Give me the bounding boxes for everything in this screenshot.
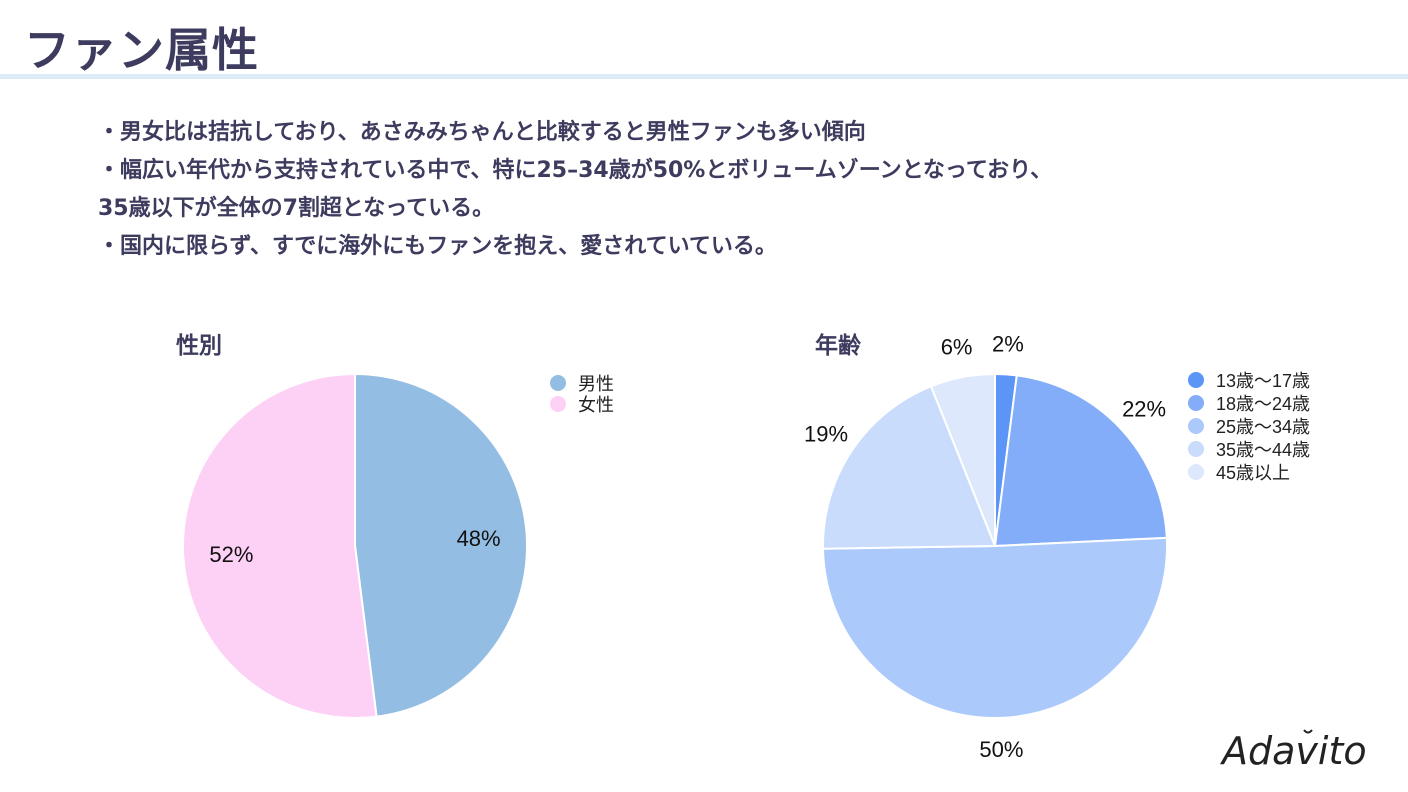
logo-wordmark: Adavito <box>1219 729 1367 773</box>
slice-label: 48% <box>457 526 501 551</box>
legend-swatch <box>1188 395 1204 411</box>
logo-smile-mark <box>1303 729 1313 734</box>
bullet-list: ・男女比は拮抗しており、あさみみちゃんと比較すると男性ファンも多い傾向 ・幅広い… <box>98 114 1338 266</box>
page-title: ファン属性 <box>24 23 259 77</box>
legend-swatch <box>1188 441 1204 457</box>
bullet-item: ・幅広い年代から支持されている中で、特に25–34歳が50%とボリュームゾーンと… <box>98 158 1053 183</box>
age-chart-title: 年齢 <box>815 333 861 359</box>
slice-label: 52% <box>209 542 253 567</box>
legend-label: 45歳以上 <box>1216 463 1290 483</box>
slice-label: 19% <box>804 422 848 447</box>
legend-swatch <box>550 396 566 412</box>
adavito-logo: Adavito <box>1219 729 1367 773</box>
pie-slice <box>182 372 378 719</box>
legend-swatch <box>1188 418 1204 434</box>
pie-slice <box>354 372 529 718</box>
slice-label: 2% <box>992 331 1024 356</box>
legend-label: 男性 <box>578 374 614 394</box>
legend-label: 女性 <box>578 395 614 415</box>
legend-swatch <box>550 375 566 391</box>
pie-slice <box>822 385 997 550</box>
pie-slice <box>993 374 1168 548</box>
slice-label: 50% <box>979 737 1023 762</box>
legend-label: 18歳〜24歳 <box>1216 394 1310 414</box>
legend-label: 25歳〜34歳 <box>1216 417 1310 437</box>
slice-label: 22% <box>1122 396 1166 421</box>
legend-swatch <box>1188 464 1204 480</box>
bullet-item: ・国内に限らず、すでに海外にもファンを抱え、愛されていている。 <box>98 234 777 259</box>
gender-chart-title: 性別 <box>176 333 222 359</box>
bullet-item: 35歳以下が全体の7割超となっている。 <box>98 196 495 221</box>
slice-label: 6% <box>941 335 973 360</box>
title-divider <box>0 74 1408 79</box>
pie-slice <box>822 536 1168 719</box>
legend-label: 35歳〜44歳 <box>1216 440 1310 460</box>
bullet-item: ・男女比は拮抗しており、あさみみちゃんと比較すると男性ファンも多い傾向 <box>98 120 866 145</box>
legend-swatch <box>1188 372 1204 388</box>
pie-slice <box>929 372 996 547</box>
legend-label: 13歳〜17歳 <box>1216 371 1310 391</box>
